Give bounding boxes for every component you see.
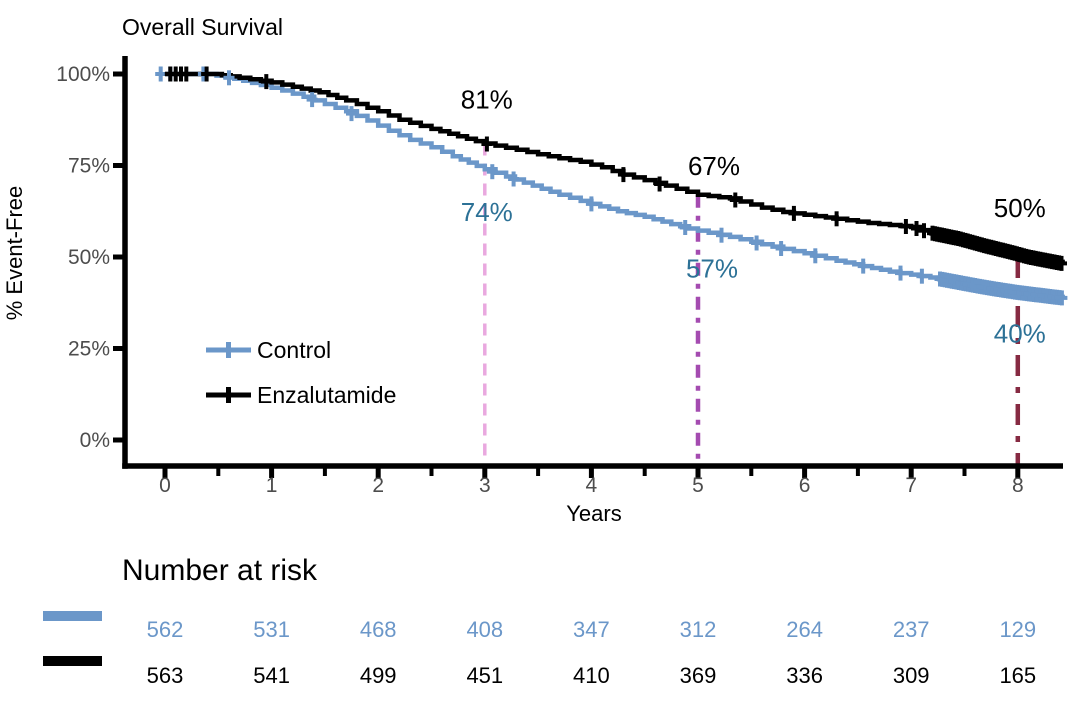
censor-marks-control bbox=[155, 66, 1068, 306]
x-tick-label: 5 bbox=[692, 474, 704, 497]
risk-count: 165 bbox=[999, 663, 1036, 688]
legend-label: Enzalutamide bbox=[257, 382, 396, 408]
risk-table-header: Number at risk bbox=[122, 554, 318, 587]
risk-count: 309 bbox=[893, 663, 930, 688]
chart-title: Overall Survival bbox=[122, 14, 283, 40]
risk-count: 347 bbox=[573, 617, 610, 642]
risk-count: 410 bbox=[573, 663, 610, 688]
x-tick-label: 4 bbox=[586, 474, 598, 497]
x-tick-label: 1 bbox=[266, 474, 278, 497]
y-tick-label: 0% bbox=[80, 429, 110, 452]
risk-row-control: 562 531 468 408 347 312 264 237 129 bbox=[43, 611, 1036, 642]
y-tick-label: 50% bbox=[68, 246, 110, 269]
y-tick-label: 100% bbox=[56, 63, 110, 86]
annotation-67%: 67% bbox=[688, 151, 740, 181]
risk-count: 531 bbox=[253, 617, 290, 642]
annotation-50%: 50% bbox=[994, 193, 1046, 223]
x-tick-label: 6 bbox=[799, 474, 811, 497]
x-axis-label: Years bbox=[566, 501, 621, 526]
censor-marks bbox=[155, 66, 1068, 306]
risk-count: 312 bbox=[680, 617, 717, 642]
legend-item-enzalutamide: Enzalutamide bbox=[206, 382, 396, 408]
y-tick-label: 75% bbox=[68, 155, 110, 178]
annotation-40%: 40% bbox=[994, 319, 1046, 349]
risk-row-swatch bbox=[43, 611, 102, 621]
legend: Control Enzalutamide bbox=[206, 337, 396, 408]
survival-curves bbox=[165, 71, 1065, 300]
risk-count: 562 bbox=[147, 617, 184, 642]
risk-count: 499 bbox=[360, 663, 397, 688]
risk-count: 408 bbox=[466, 617, 503, 642]
risk-count: 563 bbox=[147, 663, 184, 688]
milestone-annotations: 81% 74% 67% 57% 50% 40% bbox=[461, 85, 1046, 349]
annotation-74%: 74% bbox=[461, 197, 513, 227]
risk-table: 562 531 468 408 347 312 264 237 129 563 541 499 451 4… bbox=[43, 611, 1036, 688]
risk-count: 264 bbox=[786, 617, 823, 642]
x-tick-label: 8 bbox=[1012, 474, 1024, 497]
risk-count: 451 bbox=[466, 663, 503, 688]
axis-tick-marks bbox=[113, 71, 1021, 478]
risk-count: 237 bbox=[893, 617, 930, 642]
risk-count: 541 bbox=[253, 663, 290, 688]
risk-count: 369 bbox=[680, 663, 717, 688]
curve-control bbox=[165, 71, 1065, 300]
x-tick-label: 2 bbox=[372, 474, 384, 497]
risk-count: 129 bbox=[999, 617, 1036, 642]
x-tick-label: 7 bbox=[905, 474, 917, 497]
risk-count: 336 bbox=[786, 663, 823, 688]
annotation-81%: 81% bbox=[461, 85, 513, 115]
legend-item-control: Control bbox=[206, 337, 331, 363]
y-tick-label: 25% bbox=[68, 338, 110, 361]
milestone-reference-lines bbox=[483, 143, 1021, 466]
annotation-57%: 57% bbox=[686, 253, 738, 283]
legend-label: Control bbox=[257, 337, 331, 363]
axis-tick-labels: 0 1 2 3 4 5 6 7 8 0% 25% 50% 75% 100% bbox=[56, 63, 1023, 497]
censor-marks-enzalutamide bbox=[164, 66, 1067, 271]
risk-row-swatch bbox=[43, 656, 102, 666]
x-tick-label: 0 bbox=[159, 474, 171, 497]
axes: 0 1 2 3 4 5 6 7 8 0% 25% 50% 75% 100% bbox=[56, 56, 1063, 497]
x-tick-label: 3 bbox=[479, 474, 491, 497]
risk-count: 468 bbox=[360, 617, 397, 642]
y-axis-label: % Event-Free bbox=[2, 186, 27, 321]
risk-row-enzalutamide: 563 541 499 451 410 369 336 309 165 bbox=[43, 656, 1036, 688]
